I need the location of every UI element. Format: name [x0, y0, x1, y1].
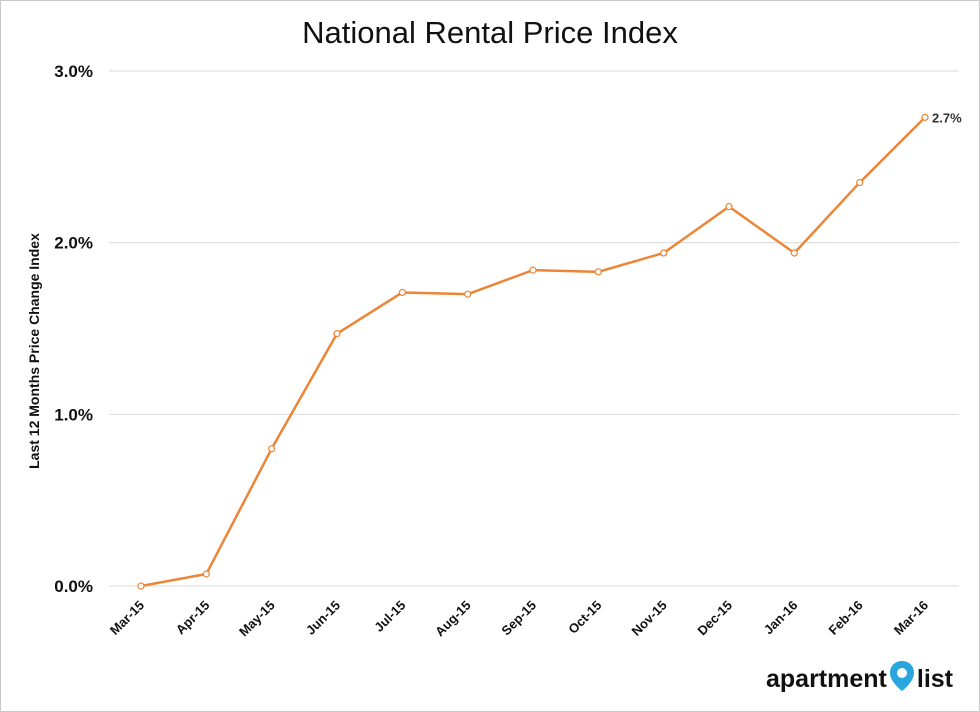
x-tick-label: Mar-16 — [891, 598, 931, 638]
data-point — [594, 268, 602, 276]
data-point — [921, 113, 929, 121]
y-tick-label: 3.0% — [54, 62, 93, 81]
x-tick-label: Apr-15 — [173, 598, 213, 638]
y-tick-labels: 0.0% 1.0% 2.0% 3.0% — [54, 62, 93, 596]
x-tick-label: Jun-15 — [303, 598, 343, 638]
data-point — [529, 266, 537, 274]
y-tick-label: 2.0% — [54, 234, 93, 253]
x-tick-label: Jul-15 — [371, 598, 408, 635]
data-point — [333, 330, 341, 338]
chart-title: National Rental Price Index — [302, 15, 678, 50]
data-point — [725, 203, 733, 211]
x-tick-label: Mar-15 — [107, 598, 147, 638]
y-tick-label: 1.0% — [54, 405, 93, 424]
data-point — [464, 290, 472, 298]
gridlines — [109, 70, 959, 587]
data-label: 2.7% — [932, 110, 962, 125]
data-point — [790, 249, 798, 257]
y-tick-label: 0.0% — [54, 577, 93, 596]
data-point — [137, 582, 145, 590]
x-tick-label: May-15 — [236, 598, 278, 640]
x-tick-labels: Mar-15 Apr-15 May-15 Jun-15 Jul-15 Aug-15 Sep-… — [107, 598, 931, 640]
x-tick-label: Sep-15 — [498, 598, 539, 639]
data-labels: 2.7% — [932, 110, 962, 125]
brand-word-right: list — [916, 665, 953, 693]
data-point — [660, 249, 668, 257]
brand-word-left: apartment — [766, 665, 887, 693]
series-line — [140, 116, 926, 588]
data-point — [856, 178, 864, 187]
x-tick-label: Dec-15 — [694, 598, 735, 639]
x-tick-label: Jan-16 — [761, 598, 801, 638]
map-pin-icon — [889, 660, 915, 699]
x-tick-label: Oct-15 — [565, 598, 604, 637]
x-tick-label: Nov-15 — [629, 598, 670, 639]
series-group — [137, 113, 929, 590]
data-point — [268, 445, 276, 453]
x-tick-label: Feb-16 — [826, 598, 866, 638]
brand-logo: apartment list — [766, 660, 953, 699]
x-tick-label: Aug-15 — [432, 598, 474, 640]
data-point — [202, 570, 210, 578]
data-point — [398, 288, 406, 297]
